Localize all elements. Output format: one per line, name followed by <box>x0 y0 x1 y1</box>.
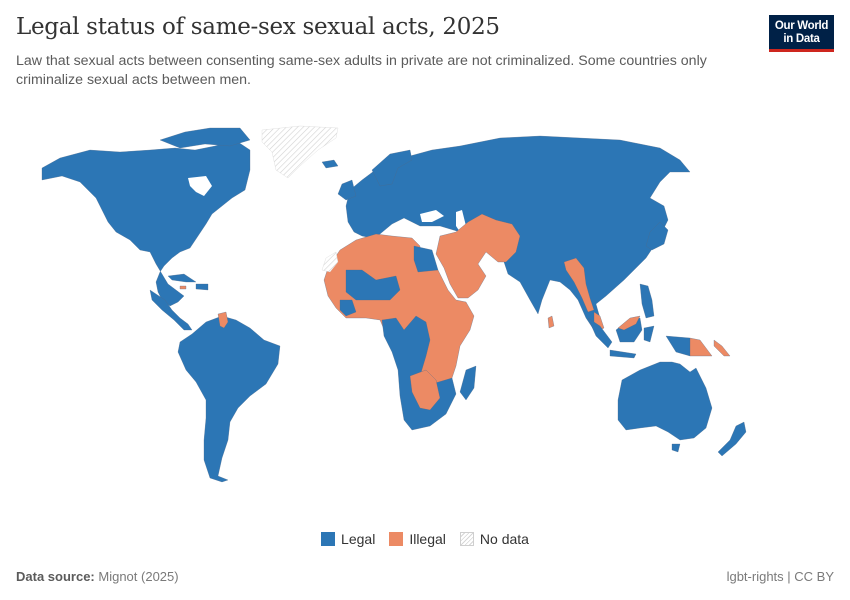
papua-new-guinea <box>689 337 713 357</box>
sri-lanka <box>547 315 555 329</box>
egypt <box>413 245 439 273</box>
illegal-swatch-icon <box>389 532 404 546</box>
sumatra <box>587 317 613 349</box>
british-isles <box>337 179 357 201</box>
license-link[interactable]: lgbt-rights | CC BY <box>726 569 834 584</box>
new-guinea-west <box>665 335 691 357</box>
footer: Data source: Mignot (2025) lgbt-rights |… <box>16 569 834 584</box>
western-sahara <box>321 251 339 273</box>
legend-label-illegal: Illegal <box>409 531 446 547</box>
tasmania <box>671 443 681 453</box>
map-legend: Legal Illegal No data <box>0 531 850 547</box>
legend-item-legal[interactable]: Legal <box>321 531 375 547</box>
world-map[interactable] <box>0 115 850 525</box>
chart-title: Legal status of same-sex sexual acts, 20… <box>16 14 500 40</box>
central-america-region <box>149 289 193 331</box>
west-africa-legal <box>339 299 357 317</box>
hispaniola <box>195 283 209 291</box>
hudson-bay <box>188 176 212 196</box>
cuba <box>167 273 197 283</box>
philippines <box>639 283 655 319</box>
scandinavia <box>371 149 413 187</box>
black-sea <box>420 210 444 222</box>
myanmar-region <box>563 257 595 313</box>
sulawesi <box>643 325 655 343</box>
owid-logo[interactable]: Our World in Data <box>769 15 834 52</box>
legal-swatch-icon <box>321 532 336 546</box>
arctic-islands <box>159 127 251 149</box>
jamaica <box>179 285 187 290</box>
greenland-region <box>261 125 339 179</box>
middle-east-region <box>435 213 521 299</box>
data-source-label: Data source: <box>16 569 95 584</box>
legend-label-legal: Legal <box>341 531 376 547</box>
legend-label-no-data: No data <box>479 531 529 547</box>
mali-niger <box>345 269 401 301</box>
chart-subtitle: Law that sexual acts between consenting … <box>16 53 707 88</box>
solomon-islands <box>713 339 731 357</box>
zambia-zimbabwe <box>409 369 441 411</box>
legend-item-no-data[interactable]: No data <box>459 531 529 547</box>
sabah-sarawak <box>617 315 641 331</box>
data-source[interactable]: Data source: Mignot (2025) <box>16 569 179 584</box>
japan <box>645 221 669 251</box>
logo-line-1: Our World <box>774 20 829 32</box>
australia <box>617 361 713 441</box>
guyana <box>217 311 229 329</box>
legend-item-illegal[interactable]: Illegal <box>389 531 446 547</box>
iceland <box>321 159 339 169</box>
new-zealand <box>717 421 747 457</box>
north-america-region <box>41 139 251 307</box>
madagascar <box>459 365 477 401</box>
south-america-region <box>177 315 281 483</box>
java <box>609 349 637 359</box>
no-data-swatch-icon <box>459 532 474 546</box>
data-source-value: Mignot (2025) <box>98 569 179 584</box>
logo-line-2: in Data <box>783 33 820 45</box>
